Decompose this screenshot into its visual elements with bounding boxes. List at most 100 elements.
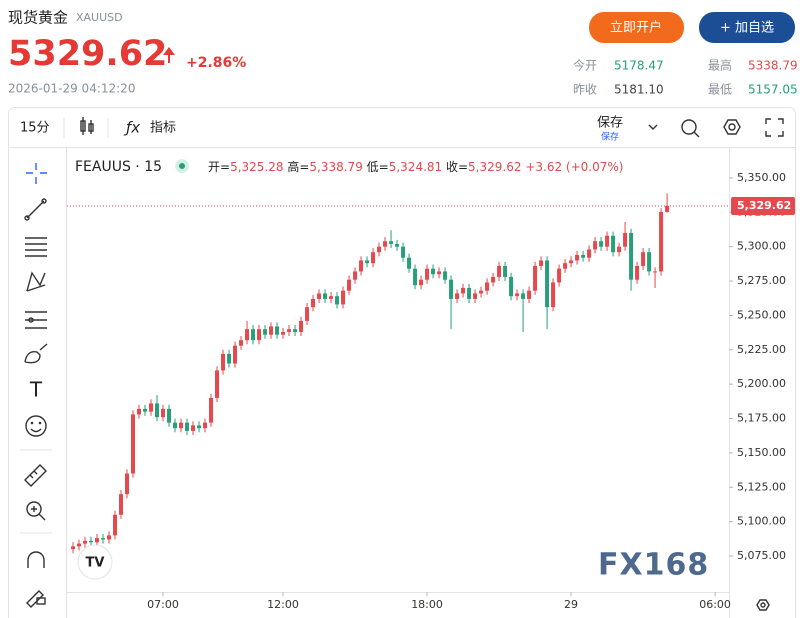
- y-tick-label: 5,175.00: [737, 412, 786, 425]
- candle-body: [263, 329, 268, 335]
- candle-body: [413, 268, 418, 286]
- candle-body: [281, 331, 286, 335]
- candle-body: [173, 422, 178, 429]
- candle-body: [83, 540, 88, 544]
- candle-body: [365, 260, 370, 264]
- interval[interactable]: 15分: [20, 121, 50, 136]
- fx-icon[interactable]: ƒx: [123, 119, 140, 137]
- ohlc-value: 5,338.79: [309, 160, 362, 174]
- candle-body: [377, 246, 382, 253]
- candle-body: [581, 254, 586, 258]
- candle-body: [167, 408, 172, 423]
- emoji-tool[interactable]: [25, 415, 47, 437]
- candle-body: [503, 265, 508, 277]
- magnet-tool[interactable]: [27, 551, 45, 568]
- x-tick-label: 12:00: [267, 598, 299, 611]
- change: +2.86%: [186, 55, 246, 71]
- settings-icon[interactable]: [723, 119, 741, 135]
- alert-icon[interactable]: [681, 119, 700, 138]
- candle-body: [185, 422, 190, 431]
- candle-body: [569, 260, 574, 264]
- candle-body: [461, 287, 466, 294]
- fib-tool[interactable]: [25, 237, 47, 257]
- price: 5329.62: [8, 34, 167, 74]
- candle-body: [95, 538, 100, 543]
- stat-value: 5338.79: [748, 59, 798, 73]
- candle-body: [395, 243, 400, 247]
- candle-icon[interactable]: [80, 117, 94, 135]
- axis-settings[interactable]: [756, 599, 770, 611]
- candle-body: [629, 232, 634, 280]
- candle-body: [551, 282, 556, 308]
- indicators[interactable]: 指标: [150, 121, 176, 136]
- ohlc-value: 5,324.81: [389, 160, 442, 174]
- stat-value: 5178.47: [614, 59, 664, 73]
- candle-body: [317, 293, 322, 299]
- time: 2026-01-29 04:12:20: [8, 82, 135, 96]
- symbol: XAUUSD: [76, 11, 123, 24]
- candle-body: [491, 276, 496, 283]
- candle-body: [113, 514, 118, 536]
- watchlist-label[interactable]: + 加自选: [720, 21, 774, 36]
- y-tick-label: 5,075.00: [737, 549, 786, 562]
- candle-body: [305, 307, 310, 321]
- last-price-label: 5,329.62: [737, 199, 791, 212]
- brush-tool[interactable]: [24, 343, 48, 364]
- candle-body: [245, 329, 250, 341]
- chevron[interactable]: [648, 124, 658, 130]
- stat-label: 今开: [573, 58, 597, 73]
- candle-body: [407, 257, 412, 269]
- ohlc-label: 开=: [208, 160, 230, 174]
- text-tool[interactable]: T: [29, 378, 43, 402]
- measure-tool[interactable]: [25, 311, 47, 329]
- candle-body: [299, 320, 304, 332]
- y-tick-label: 5,250.00: [737, 308, 786, 321]
- candle-body: [143, 408, 148, 412]
- pattern-tool[interactable]: [26, 271, 46, 292]
- open-account-button[interactable]: [589, 12, 684, 43]
- x-tick-label: 07:00: [147, 598, 179, 611]
- candle-body: [665, 205, 670, 212]
- candle-body: [77, 543, 82, 547]
- candle-body: [239, 340, 244, 346]
- ohlc-label: 收=: [446, 160, 468, 174]
- candle-body: [119, 494, 124, 515]
- candle-body: [479, 290, 484, 294]
- candle-body: [347, 279, 352, 291]
- zoom-tool[interactable]: [26, 501, 46, 521]
- watchlist-button[interactable]: [699, 12, 795, 43]
- open-account-label[interactable]: 立即开户: [610, 20, 662, 36]
- candle-body: [137, 408, 142, 415]
- fullscreen-icon[interactable]: [765, 118, 784, 137]
- candle-body: [215, 370, 220, 398]
- candle-body: [89, 540, 94, 543]
- up-arrow: [163, 47, 175, 63]
- y-tick-label: 5,300.00: [737, 240, 786, 253]
- legend-symbol: FEAUUS · 15: [75, 159, 162, 175]
- candle-body: [425, 268, 430, 280]
- candle-body: [323, 293, 328, 299]
- ohlc-value: 5,325.28: [230, 160, 283, 174]
- candle-body: [641, 252, 646, 266]
- line-tool[interactable]: [24, 198, 47, 221]
- y-tick-label: 5,125.00: [737, 480, 786, 493]
- save-sub[interactable]: 保存: [601, 131, 619, 143]
- candle-body: [521, 293, 526, 299]
- crosshair-tool[interactable]: [26, 163, 47, 184]
- ruler-tool[interactable]: [24, 464, 47, 487]
- tv-logo: [77, 544, 113, 580]
- save[interactable]: 保存: [597, 116, 623, 131]
- candle-body: [341, 290, 346, 305]
- candle-body: [647, 252, 652, 272]
- candle-body: [131, 414, 136, 474]
- candle-body: [389, 241, 394, 244]
- candle-body: [191, 425, 196, 431]
- stat-label: 最低: [708, 83, 732, 97]
- lock-tool[interactable]: [26, 590, 46, 608]
- candle-body: [623, 232, 628, 247]
- ohlc-value: 5,329.62: [468, 160, 521, 174]
- candle-body: [227, 353, 232, 364]
- tv-logo-text: TV: [86, 556, 105, 571]
- stat-label: 最高: [708, 58, 732, 73]
